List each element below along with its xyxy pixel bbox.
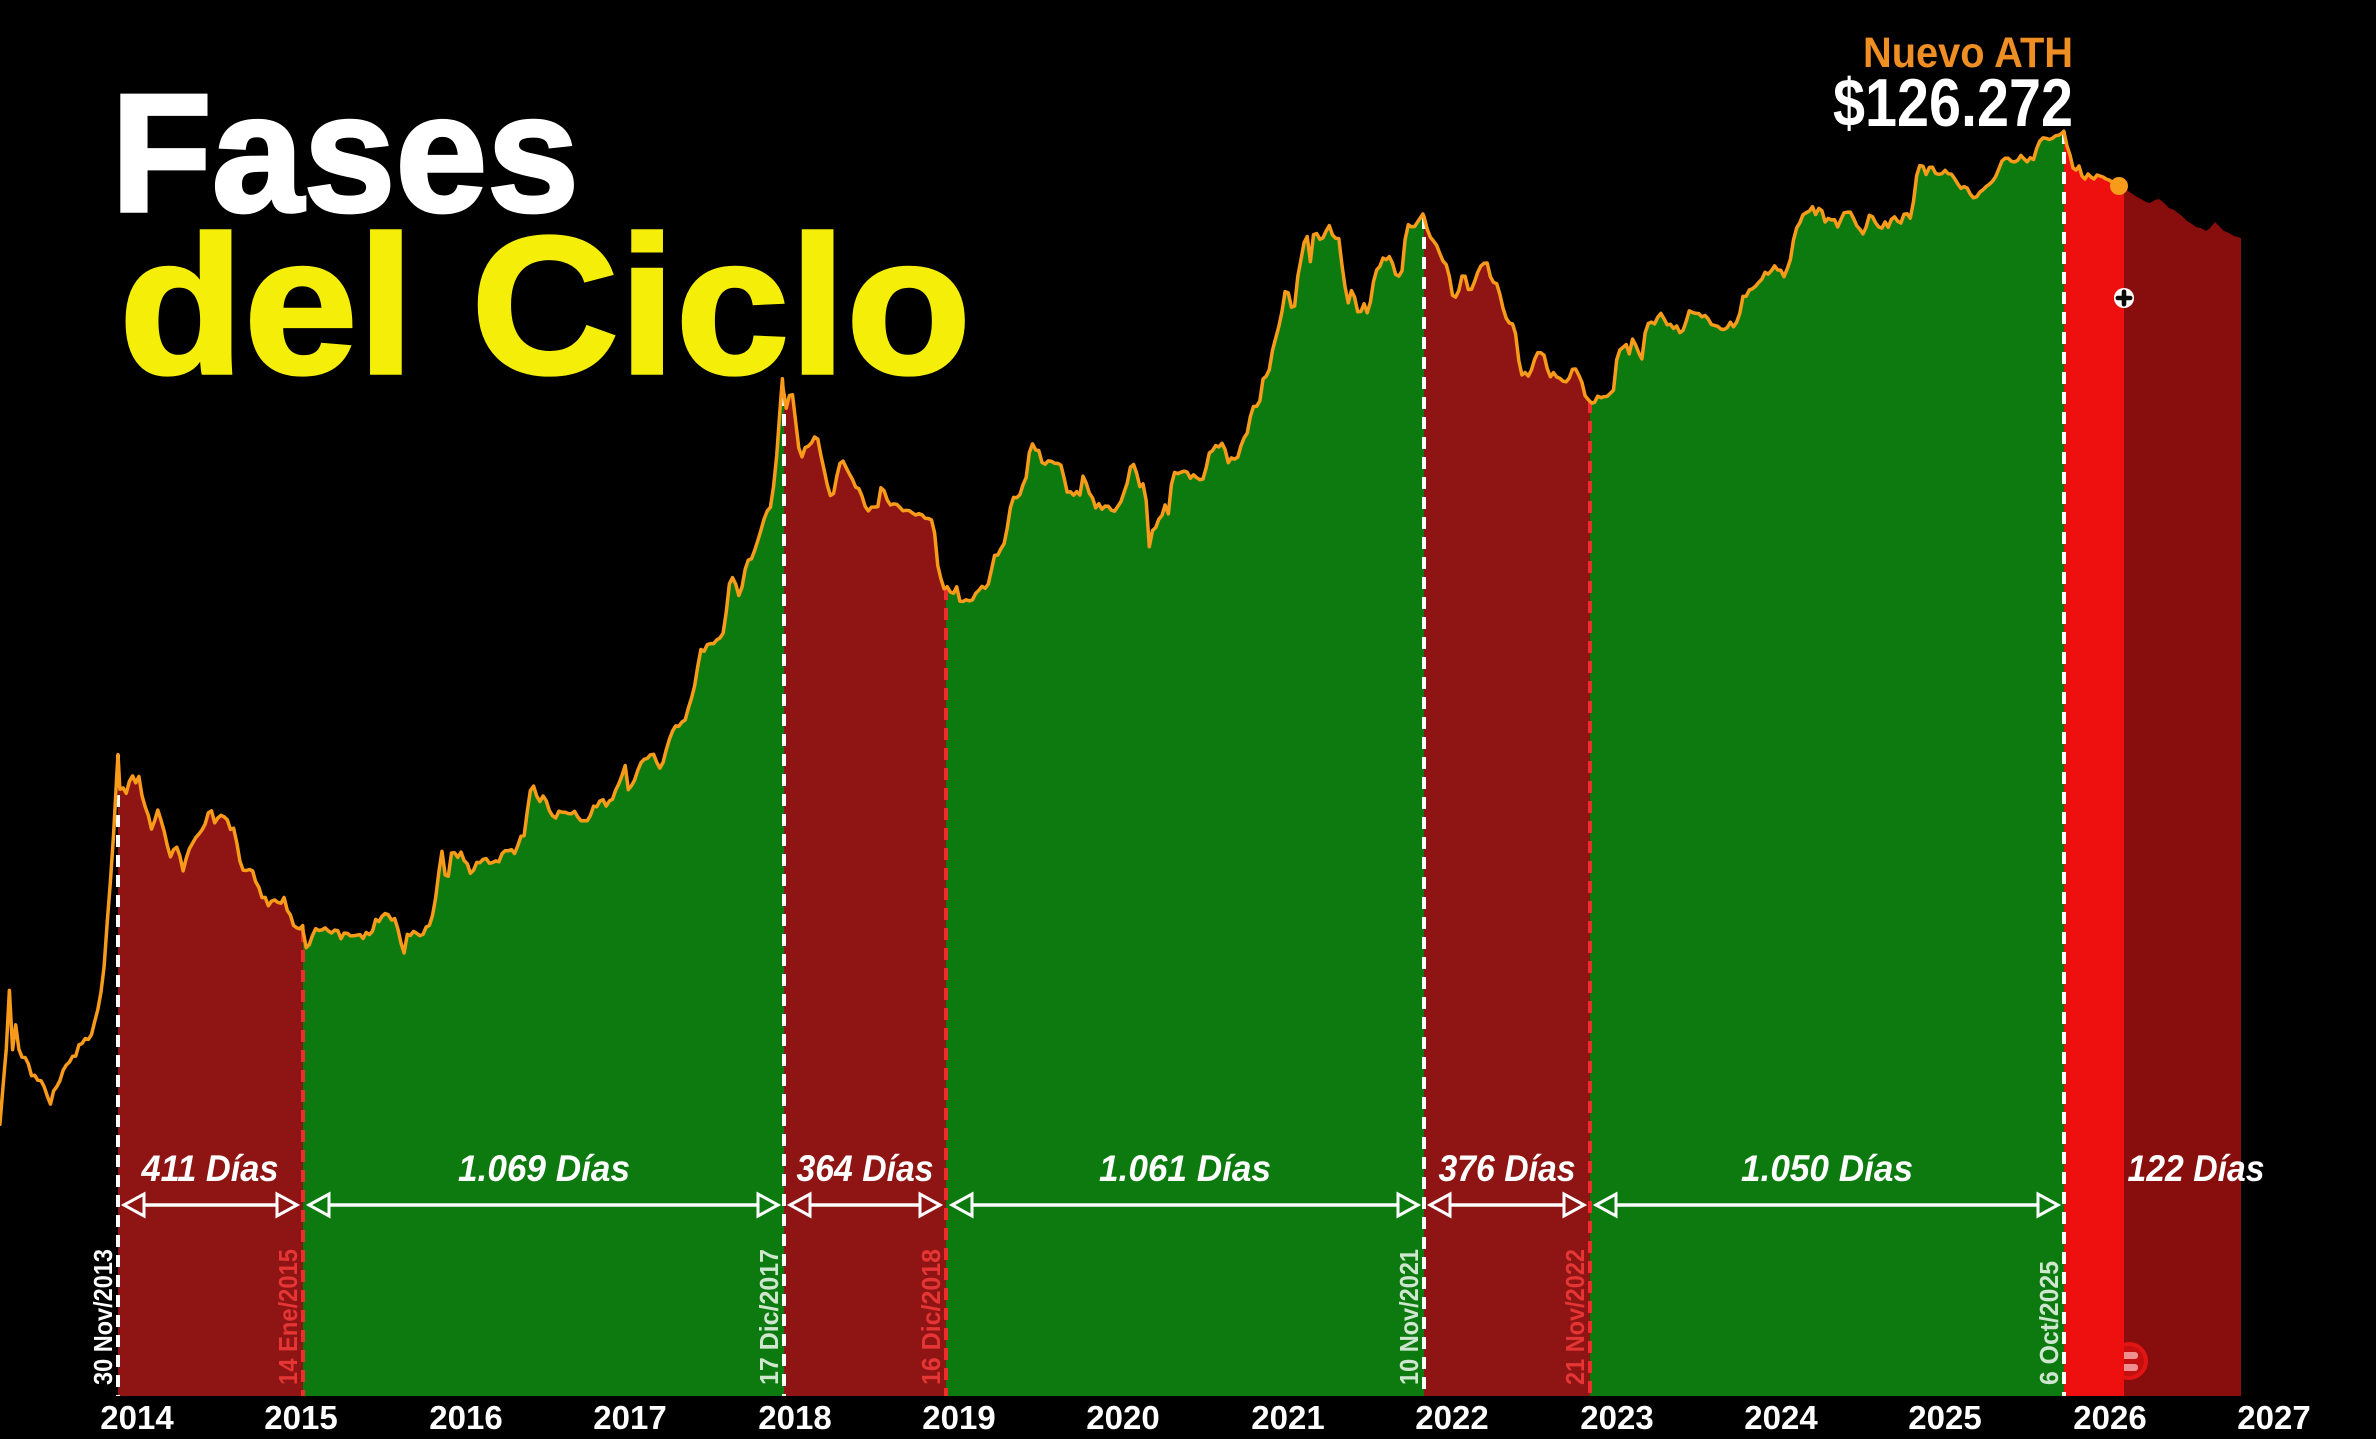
svg-text:2021: 2021 — [1251, 1399, 1324, 1436]
svg-text:10 Nov/2021: 10 Nov/2021 — [1394, 1249, 1424, 1385]
svg-text:2022: 2022 — [1415, 1399, 1488, 1436]
svg-text:2026: 2026 — [2073, 1399, 2146, 1436]
svg-text:30 Nov/2013: 30 Nov/2013 — [88, 1249, 118, 1385]
svg-text:Fases: Fases — [111, 59, 579, 247]
svg-text:Nuevo ATH: Nuevo ATH — [1863, 29, 2073, 77]
svg-text:122 Días: 122 Días — [2128, 1148, 2265, 1189]
svg-text:del Ciclo: del Ciclo — [119, 196, 971, 415]
svg-text:1.050 Días: 1.050 Días — [1741, 1148, 1913, 1189]
svg-text:2019: 2019 — [922, 1399, 995, 1436]
svg-text:$126.272: $126.272 — [1833, 65, 2073, 141]
svg-text:2017: 2017 — [593, 1399, 666, 1436]
svg-text:2016: 2016 — [429, 1399, 502, 1436]
svg-text:364 Días: 364 Días — [797, 1148, 934, 1189]
svg-text:2018: 2018 — [758, 1399, 831, 1436]
svg-text:2025: 2025 — [1908, 1399, 1981, 1436]
svg-text:21 Nov/2022: 21 Nov/2022 — [1560, 1249, 1590, 1385]
svg-text:1.061 Días: 1.061 Días — [1099, 1148, 1271, 1189]
svg-text:2023: 2023 — [1580, 1399, 1653, 1436]
svg-text:376 Días: 376 Días — [1439, 1148, 1576, 1189]
svg-text:411 Días: 411 Días — [141, 1148, 279, 1189]
svg-text:17 Dic/2017: 17 Dic/2017 — [754, 1249, 784, 1385]
svg-text:2020: 2020 — [1086, 1399, 1159, 1436]
svg-text:14 Ene/2015: 14 Ene/2015 — [273, 1249, 303, 1385]
svg-text:6 Oct/2025: 6 Oct/2025 — [2034, 1261, 2064, 1385]
svg-text:2024: 2024 — [1744, 1399, 1818, 1436]
svg-text:2014: 2014 — [100, 1399, 174, 1436]
svg-text:1.069 Días: 1.069 Días — [458, 1148, 630, 1189]
svg-text:2027: 2027 — [2237, 1399, 2310, 1436]
svg-text:16 Dic/2018: 16 Dic/2018 — [916, 1249, 946, 1385]
svg-text:2015: 2015 — [264, 1399, 337, 1436]
